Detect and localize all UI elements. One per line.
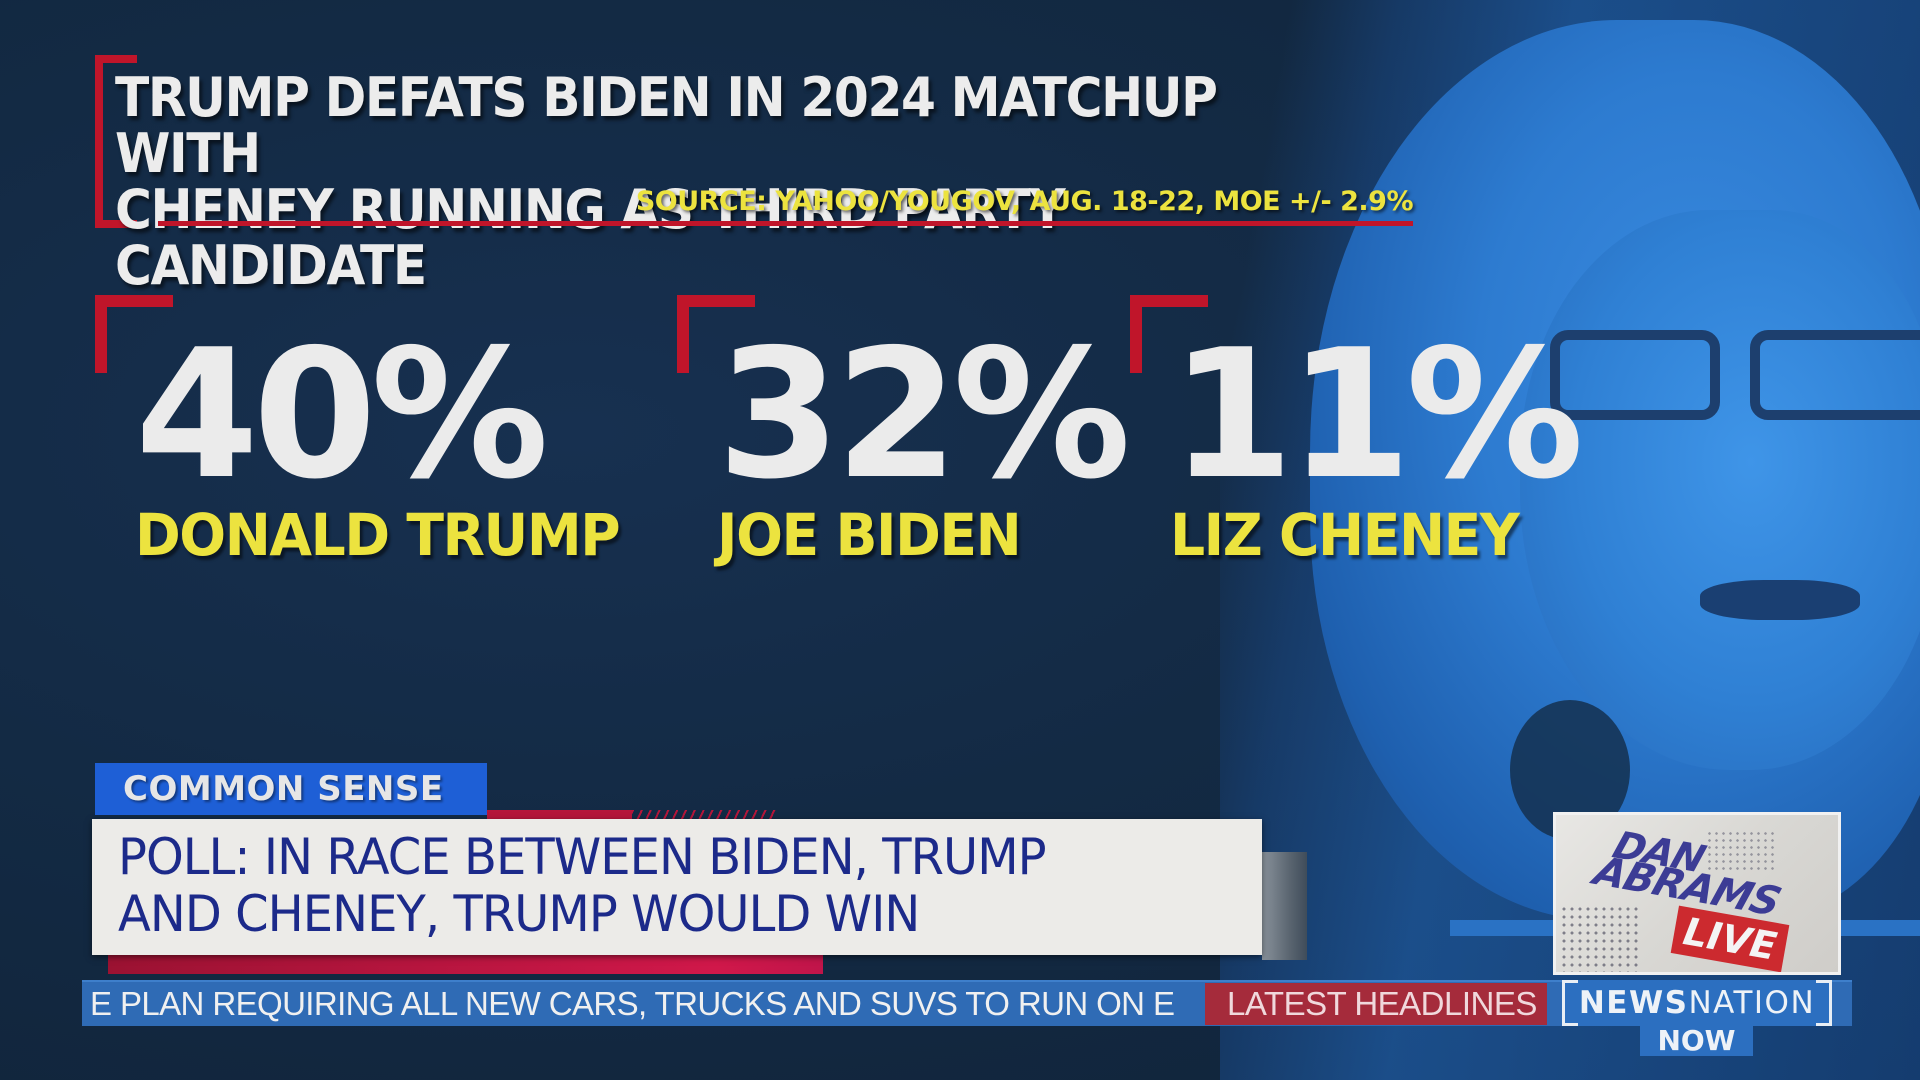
title-underline — [158, 221, 1413, 226]
dan-abrams-live-logo: DAN ABRAMS LIVE — [1553, 812, 1841, 975]
network-name-light: NATION — [1688, 985, 1816, 1021]
headline-text: POLL: IN RACE BETWEEN BIDEN, TRUMP AND C… — [118, 829, 1212, 943]
headline-line-2: AND CHENEY, TRUMP WOULD WIN — [118, 885, 920, 943]
stat-name: JOE BIDEN — [717, 501, 1022, 569]
source-line: SOURCE: YAHOO/YOUGOV, AUG. 18-22, MOE +/… — [635, 186, 1414, 217]
stat-bracket — [677, 295, 755, 373]
photo-glasses — [1550, 330, 1920, 420]
network-name-bold: NEWS — [1578, 985, 1689, 1021]
stat-bracket — [95, 295, 173, 373]
tag-hatch-decoration — [632, 810, 777, 820]
logo-bracket-right — [1816, 980, 1832, 1026]
title-bracket — [95, 55, 137, 228]
network-sub-label: NOW — [1640, 1026, 1753, 1056]
liz-cheney-photo — [1220, 0, 1920, 1080]
stat-name: LIZ CHENEY — [1170, 501, 1520, 569]
logo-bracket-left — [1562, 980, 1578, 1026]
graphic-title: TRUMP DEFATS BIDEN IN 2024 MATCHUP WITH … — [115, 70, 1324, 294]
stat-value: 40% — [135, 311, 549, 518]
news-ticker: E PLAN REQUIRING ALL NEW CARS, TRUCKS AN… — [82, 980, 1852, 1026]
headline-box: POLL: IN RACE BETWEEN BIDEN, TRUMP AND C… — [92, 819, 1262, 955]
newsnation-logo: NEWSNATION — [1562, 980, 1832, 1026]
headline-shadow-block — [1262, 852, 1307, 960]
ticker-label: LATEST HEADLINES — [1205, 983, 1547, 1025]
title-line-2: CHENEY RUNNING AS THIRD PARTY CANDIDATE — [115, 178, 1066, 297]
photo-mouth — [1700, 580, 1860, 620]
tag-accent-bar — [487, 810, 632, 820]
ticker-text: E PLAN REQUIRING ALL NEW CARS, TRUCKS AN… — [90, 985, 1175, 1022]
headline-line-1: POLL: IN RACE BETWEEN BIDEN, TRUMP — [118, 828, 1047, 886]
halftone-dots — [1560, 905, 1640, 972]
title-line-1: TRUMP DEFATS BIDEN IN 2024 MATCHUP WITH — [115, 66, 1218, 185]
stat-bracket — [1130, 295, 1208, 373]
halftone-dots — [1706, 830, 1776, 870]
stat-name: DONALD TRUMP — [135, 501, 621, 569]
network-name: NEWSNATION — [1562, 980, 1832, 1026]
stat-value: 32% — [717, 311, 1131, 518]
stat-value: 11% — [1170, 311, 1584, 518]
segment-tag: COMMON SENSE — [95, 763, 487, 815]
photo-face — [1520, 210, 1920, 770]
